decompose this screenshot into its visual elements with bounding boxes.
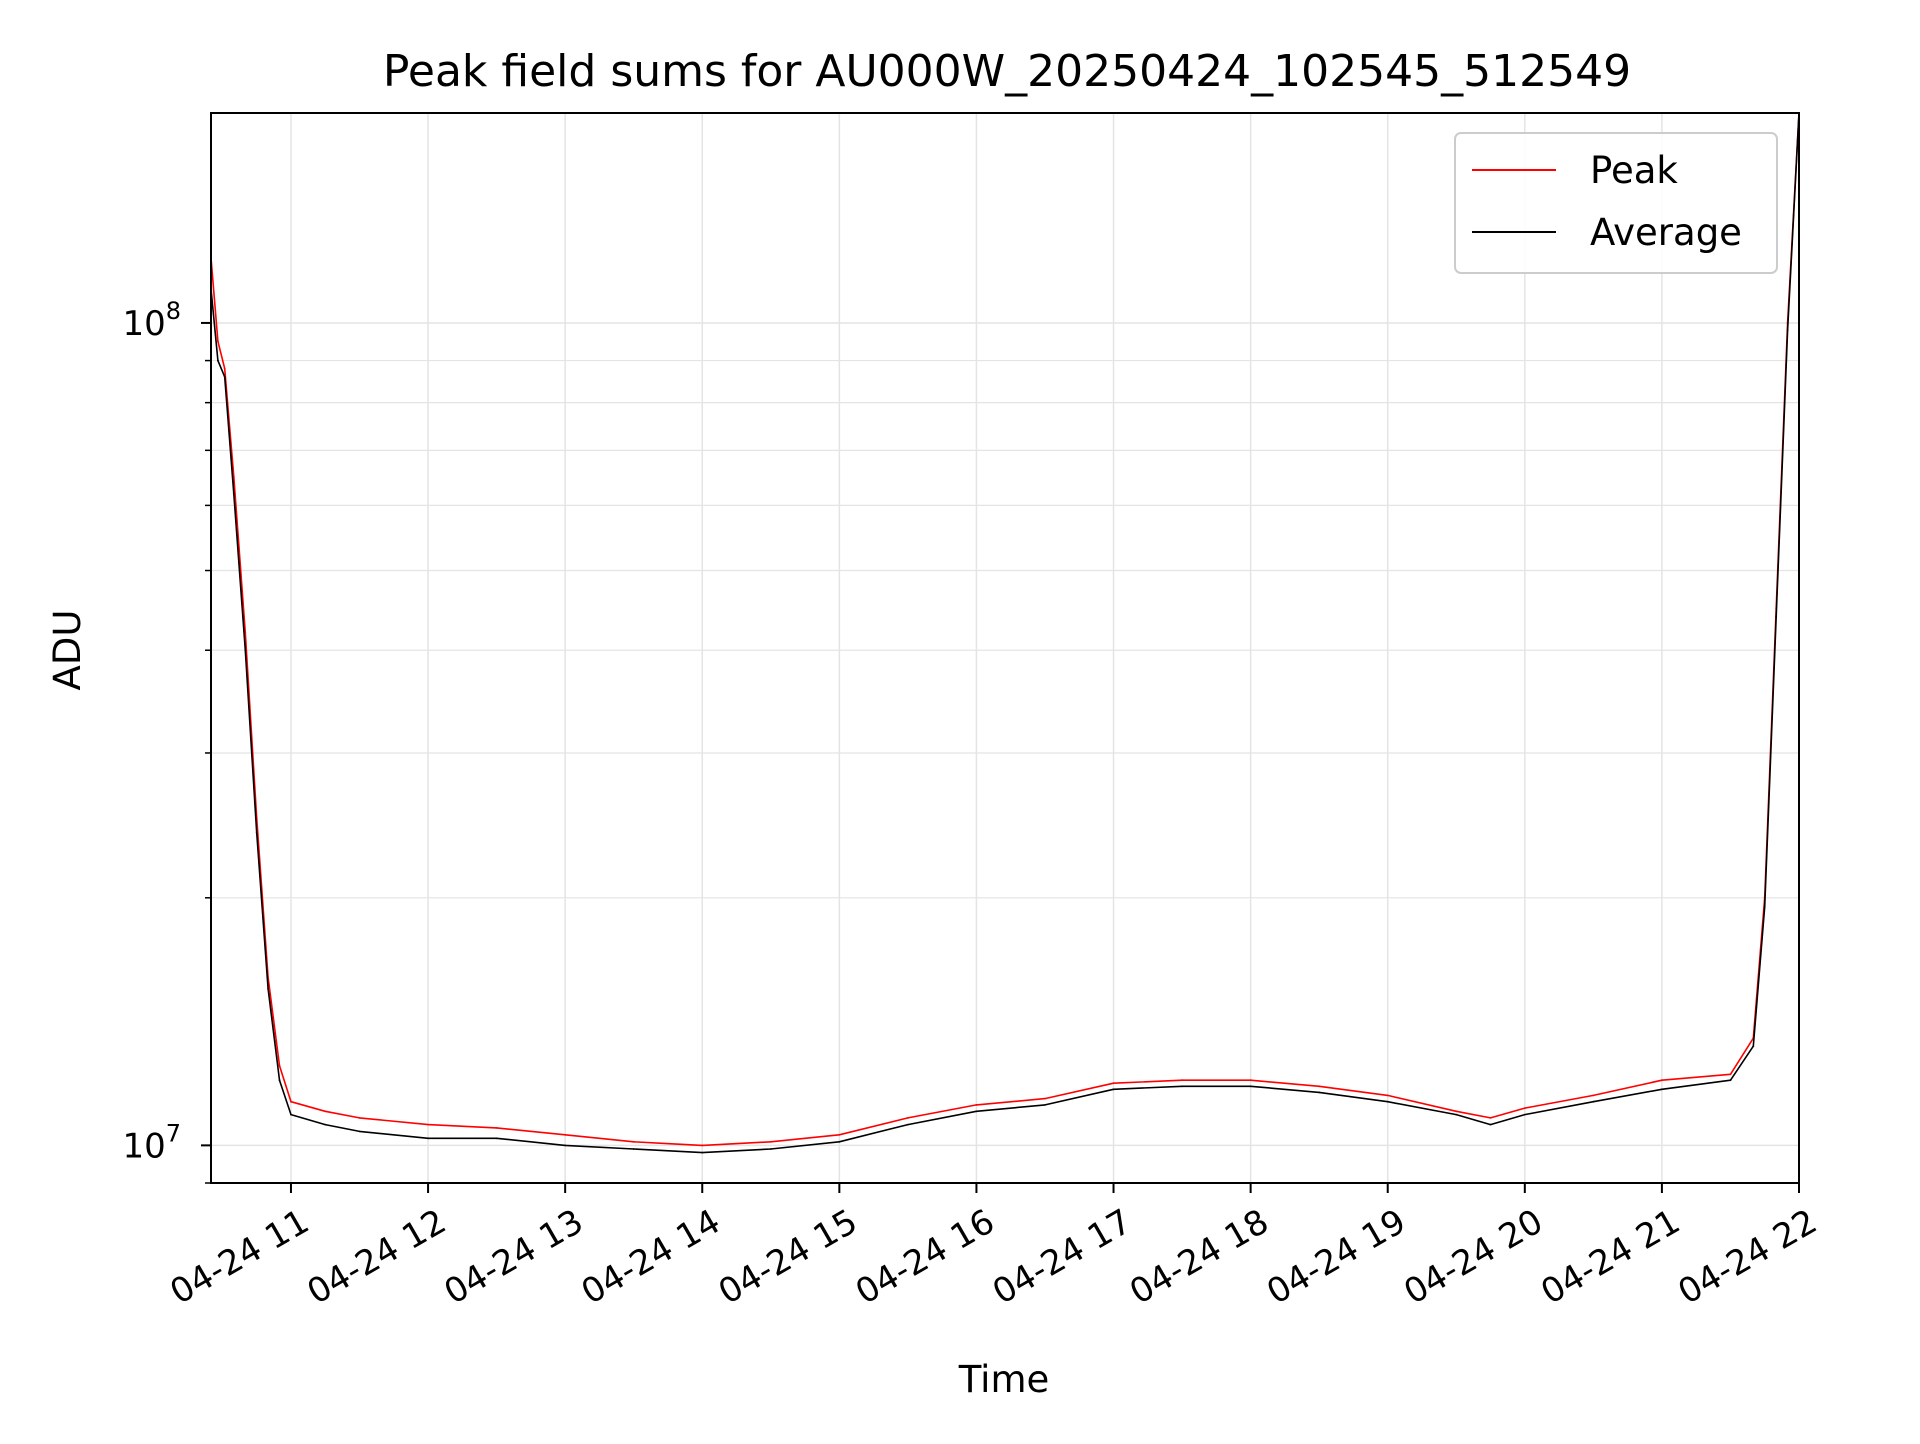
data-point-peak <box>1592 1094 1595 1097</box>
data-point-peak <box>1523 1107 1526 1109</box>
data-point-average <box>267 987 269 990</box>
plot-frame <box>210 112 1800 1184</box>
data-point-peak <box>495 1127 498 1129</box>
data-point-average <box>1181 1085 1183 1088</box>
data-point-average <box>564 1144 567 1147</box>
data-point-peak <box>1249 1079 1252 1082</box>
data-point-peak <box>290 1100 292 1103</box>
data-point-peak <box>701 1144 704 1147</box>
data-point-peak <box>358 1117 361 1119</box>
grid <box>211 113 1800 1184</box>
data-point-average <box>1763 905 1766 908</box>
data-point-peak <box>324 1110 327 1113</box>
data-point-average <box>1786 329 1789 332</box>
data-point-average <box>1661 1088 1663 1091</box>
data-point-average <box>1523 1113 1526 1116</box>
data-point-average <box>358 1130 361 1133</box>
data-point-average <box>975 1110 978 1113</box>
data-point-average <box>701 1151 704 1154</box>
data-point-average <box>324 1123 327 1126</box>
y-tick-label: 108 <box>122 297 181 344</box>
data-point-average <box>1775 615 1778 618</box>
y-axis-label: ADU <box>46 610 89 691</box>
data-point-average <box>255 831 258 834</box>
data-point-average <box>769 1148 772 1150</box>
data-point-peak <box>1455 1110 1458 1113</box>
data-point-average <box>1455 1113 1458 1116</box>
data-point-average <box>1729 1079 1732 1082</box>
data-point-average <box>223 375 226 378</box>
x-axis-label: Time <box>958 1358 1050 1401</box>
data-point-average <box>1318 1091 1321 1094</box>
data-point-peak <box>838 1133 841 1136</box>
data-point-average <box>427 1137 429 1140</box>
data-point-peak <box>907 1117 909 1119</box>
data-point-peak <box>1386 1094 1389 1097</box>
y-tick-label: 107 <box>122 1119 181 1166</box>
data-point-average <box>907 1123 909 1126</box>
chart-title: Peak field sums for AU000W_20250424_1025… <box>383 46 1631 97</box>
data-point-peak <box>1318 1085 1321 1088</box>
data-point-average <box>290 1113 292 1116</box>
legend: Peak Average <box>1454 132 1778 274</box>
data-point-peak <box>232 475 235 478</box>
y-axis-ticks: 107 108 <box>122 297 211 1184</box>
data-point-average <box>838 1140 841 1143</box>
data-point-peak <box>769 1140 772 1143</box>
data-point-average <box>495 1137 498 1140</box>
data-point-average <box>1489 1123 1492 1126</box>
data-point-peak <box>223 367 226 370</box>
data-point-peak <box>1112 1082 1115 1085</box>
data-point-peak <box>427 1123 429 1126</box>
data-point-average <box>1592 1100 1595 1103</box>
legend-peak-label: Peak <box>1590 149 1678 192</box>
data-point-peak <box>975 1104 978 1106</box>
data-point-average <box>1386 1100 1389 1103</box>
legend-average-label: Average <box>1590 211 1742 254</box>
data-point-average <box>632 1148 635 1150</box>
data-point-peak <box>217 340 219 343</box>
data-point-peak <box>1661 1079 1663 1082</box>
data-point-average <box>244 649 247 652</box>
data-point-peak <box>1729 1073 1732 1076</box>
data-point-peak <box>278 1064 281 1067</box>
data-point-average <box>1249 1085 1252 1088</box>
data-point-average <box>1112 1088 1115 1091</box>
data-point-peak <box>1044 1097 1046 1100</box>
data-point-peak <box>1181 1079 1183 1082</box>
data-point-average <box>1044 1104 1046 1106</box>
data-point-average <box>278 1079 281 1082</box>
data-point-average <box>217 359 219 362</box>
data-point-peak <box>632 1140 635 1143</box>
legend-box <box>1454 132 1778 274</box>
data-point-peak <box>564 1133 567 1136</box>
data-point-average <box>232 492 235 495</box>
data-point-average <box>1752 1045 1755 1048</box>
series-layer <box>210 112 1800 1154</box>
data-point-peak <box>1489 1117 1492 1119</box>
